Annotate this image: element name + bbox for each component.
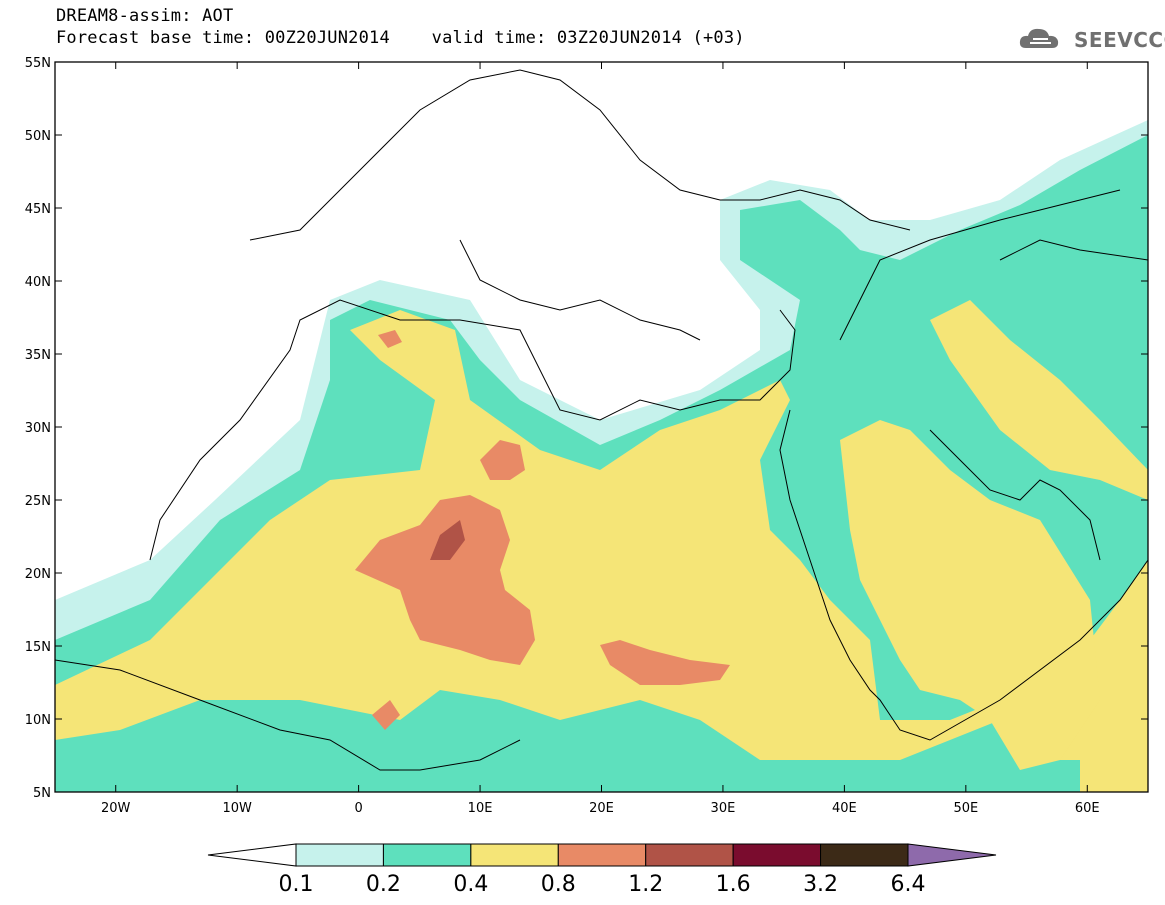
- colorbar-label: 0.2: [365, 872, 401, 897]
- colorbar-label: 0.4: [453, 872, 489, 897]
- colorbar-label: 0.8: [540, 872, 576, 897]
- axis-ticks: 55N 50N 45N 40N 35N 30N 25N 20N 15N 10N 5N 20W 10W 0 1…: [25, 56, 1148, 816]
- lon-label: 10E: [468, 801, 493, 816]
- lon-label: 30E: [711, 801, 736, 816]
- lon-label: 0: [354, 801, 362, 816]
- lat-label: 20N: [25, 567, 51, 582]
- seevccc-logo: SEEVCCC: [1074, 28, 1165, 52]
- colorbar-label: 0.1: [278, 872, 314, 897]
- colorbar-label: 1.2: [628, 872, 664, 897]
- lat-label: 35N: [25, 348, 51, 363]
- lon-label: 10W: [222, 801, 252, 816]
- coastlines: [55, 69, 1148, 771]
- lat-label: 15N: [25, 640, 51, 655]
- lon-label: 20W: [101, 801, 131, 816]
- lat-label: 10N: [25, 713, 51, 728]
- aot-contour-0.8: [355, 495, 535, 665]
- lat-label: 5N: [33, 786, 51, 801]
- cloud-icon: [1019, 28, 1059, 48]
- aot-contour-0.4: [55, 300, 1148, 792]
- lat-label: 30N: [25, 421, 51, 436]
- lat-label: 40N: [25, 275, 51, 290]
- aot-contour-0.8-e: [378, 330, 402, 348]
- colorbar-label: 3.2: [803, 872, 839, 897]
- lat-label: 50N: [25, 129, 51, 144]
- lon-label: 60E: [1075, 801, 1100, 816]
- lat-label: 45N: [25, 202, 51, 217]
- aot-contour-1.2: [430, 520, 465, 560]
- lon-label: 50E: [953, 801, 978, 816]
- aot-contour-0.4-east: [840, 420, 1100, 770]
- lat-label: 25N: [25, 494, 51, 509]
- chart-title: DREAM8-assim: AOT: [56, 6, 234, 26]
- colorbar-label: 6.4: [890, 872, 926, 897]
- aot-contour-0.8-b: [480, 440, 525, 480]
- aot-shading: [55, 62, 1148, 792]
- lon-label: 40E: [832, 801, 857, 816]
- forecast-time-subtitle: Forecast base time: 00Z20JUN2014 valid t…: [56, 28, 745, 48]
- colorbar-label: 1.6: [715, 872, 751, 897]
- aot-contour-0.8-c: [600, 640, 730, 685]
- lon-label: 20E: [589, 801, 614, 816]
- aot-contour-0.8-d: [372, 700, 400, 730]
- lat-label: 55N: [25, 56, 51, 71]
